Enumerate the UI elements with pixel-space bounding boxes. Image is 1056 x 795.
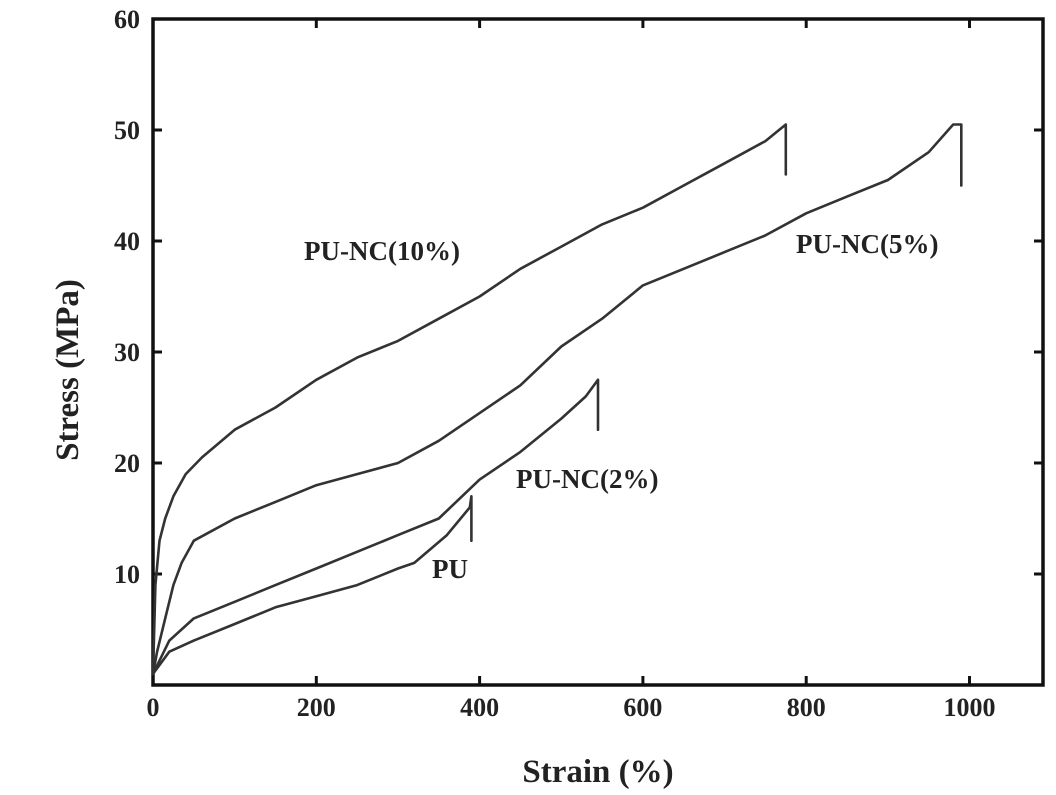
x-tick-label: 400 [460, 693, 499, 722]
y-tick-label: 50 [114, 116, 140, 145]
series-line-0 [151, 123, 788, 676]
series-line-2 [151, 378, 600, 676]
series-label-1: PU-NC(5%) [796, 229, 938, 259]
x-axis-title: Strain (%) [522, 754, 673, 790]
y-tick-label: 30 [114, 338, 140, 367]
series-layer [151, 123, 963, 676]
y-tick-label: 10 [114, 560, 140, 589]
y-tick-label: 20 [114, 449, 140, 478]
x-tick-label: 200 [297, 693, 336, 722]
y-tick-label: 60 [114, 5, 140, 34]
x-tick-label: 800 [787, 693, 826, 722]
x-tick-label: 1000 [944, 693, 996, 722]
plot-frame [151, 17, 1045, 687]
x-tick-label: 0 [147, 693, 160, 722]
x-tick-label: 600 [623, 693, 662, 722]
series-line-1 [151, 123, 963, 676]
series-label-2: PU-NC(2%) [516, 464, 658, 494]
series-line-3 [151, 495, 473, 676]
series-label-3: PU [432, 554, 468, 584]
series-label-0: PU-NC(10%) [304, 236, 460, 266]
series-labels: PU-NC(10%) PU-NC(5%) PU-NC(2%) PU [304, 229, 938, 584]
y-tick-label: 40 [114, 227, 140, 256]
y-axis-title: Stress (MPa) [50, 279, 86, 461]
